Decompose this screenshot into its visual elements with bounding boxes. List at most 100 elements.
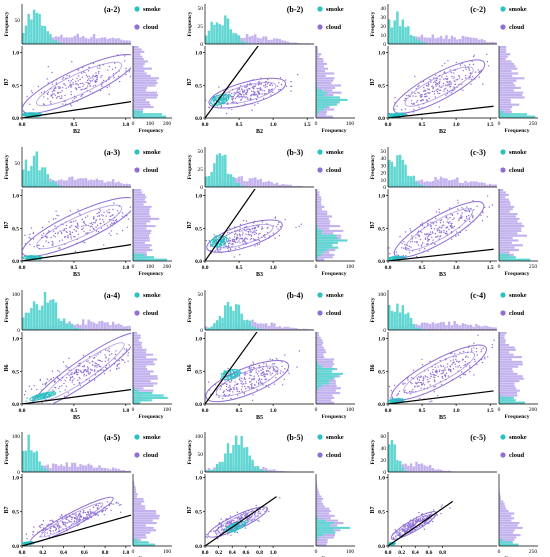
cloud-point — [464, 74, 467, 77]
right-bar-cloud — [316, 220, 331, 223]
top-bar-cloud — [483, 325, 486, 330]
top-bar-smoke — [393, 311, 396, 330]
cloud-point — [73, 228, 75, 231]
right-bar-cloud — [499, 215, 516, 218]
top-bar-smoke — [234, 33, 238, 44]
cloud-point — [103, 514, 106, 516]
top-bar-cloud — [475, 181, 478, 187]
right-bar-cloud — [133, 493, 138, 496]
cloud-point — [245, 220, 248, 222]
y-axis-label: B6 — [4, 364, 10, 371]
cloud-point — [271, 84, 274, 87]
top-bar-cloud — [458, 325, 462, 330]
cloud-point — [70, 377, 72, 379]
cloud-point — [55, 218, 57, 220]
cloud-point — [104, 373, 106, 375]
cloud-point — [124, 60, 126, 62]
cloud-point — [59, 516, 61, 518]
cloud-point — [95, 355, 97, 357]
cloud-point — [430, 225, 432, 227]
cloud-point — [109, 215, 112, 218]
cloud-point — [236, 241, 238, 244]
cloud-point — [71, 224, 73, 227]
cloud-point — [427, 243, 429, 245]
cloud-point — [252, 361, 254, 363]
cloud-point — [487, 356, 489, 358]
cloud-point — [487, 65, 490, 67]
right-bar-smoke — [316, 108, 325, 111]
top-bar-cloud — [434, 176, 437, 187]
cloud-point — [236, 234, 239, 236]
cloud-point — [107, 212, 109, 214]
cloud-point — [458, 364, 460, 367]
top-bar-smoke — [27, 434, 30, 472]
right-bar-cloud — [499, 344, 510, 347]
cloud-point — [459, 376, 461, 379]
cloud-point — [203, 104, 204, 105]
cloud-point — [432, 86, 435, 89]
cloud-point — [63, 228, 65, 230]
cloud-point — [412, 103, 414, 106]
cloud-point — [63, 229, 66, 231]
cloud-point — [266, 231, 269, 234]
cloud-point — [446, 366, 448, 368]
top-tick-label: 0 — [383, 42, 386, 48]
right-bar-cloud — [499, 370, 514, 373]
top-bar-cloud — [431, 322, 435, 330]
right-bar-cloud — [316, 332, 319, 335]
cloud-point — [442, 365, 445, 367]
cloud-point — [53, 376, 55, 379]
right-bar-smoke — [499, 110, 504, 113]
right-bar-cloud — [133, 98, 147, 101]
cloud-point — [404, 243, 406, 246]
cloud-point — [58, 525, 61, 527]
top-bar-cloud — [480, 326, 484, 330]
cloud-point — [436, 230, 439, 232]
cloud-point — [250, 98, 252, 100]
cloud-point — [260, 83, 263, 85]
cloud-point — [455, 79, 457, 81]
cloud-point — [59, 87, 61, 89]
cloud-point — [61, 90, 63, 92]
cloud-point — [16, 92, 17, 93]
right-bar-cloud — [133, 106, 154, 109]
cloud-point — [433, 90, 435, 93]
cloud-point — [112, 503, 114, 505]
cloud-point — [82, 354, 85, 357]
cloud-point — [79, 384, 82, 387]
top-bar-cloud — [234, 178, 238, 187]
top-bar-cloud — [480, 39, 484, 44]
top-bar-smoke — [205, 35, 208, 44]
top-bar-cloud — [273, 38, 276, 44]
cloud-point — [244, 103, 246, 105]
panel-label: (b-2) — [287, 5, 304, 14]
cloud-point — [245, 382, 247, 385]
cloud-point — [56, 525, 59, 528]
top-bar-smoke — [71, 324, 74, 330]
cloud-point — [91, 364, 94, 366]
right-tick-label: 0 — [132, 121, 135, 127]
cloud-point — [249, 239, 252, 241]
right-bar-cloud — [499, 377, 525, 380]
top-bar-smoke — [210, 21, 213, 44]
separation-line — [22, 101, 131, 118]
cloud-point — [61, 95, 63, 97]
legend-smoke-marker — [317, 149, 323, 155]
cloud-ellipse — [393, 59, 486, 114]
cloud-point — [65, 385, 67, 387]
top-bar-smoke — [229, 306, 232, 330]
cloud-point — [405, 255, 407, 257]
top-bar-smoke — [401, 19, 405, 44]
cloud-point — [242, 232, 244, 234]
cloud-point — [64, 94, 66, 97]
cloud-point — [245, 230, 247, 232]
cloud-point — [104, 354, 106, 356]
cloud-point — [456, 360, 458, 362]
cloud-point — [246, 85, 248, 87]
cloud-ellipse-inner — [404, 66, 474, 107]
top-bar-cloud — [461, 35, 465, 44]
